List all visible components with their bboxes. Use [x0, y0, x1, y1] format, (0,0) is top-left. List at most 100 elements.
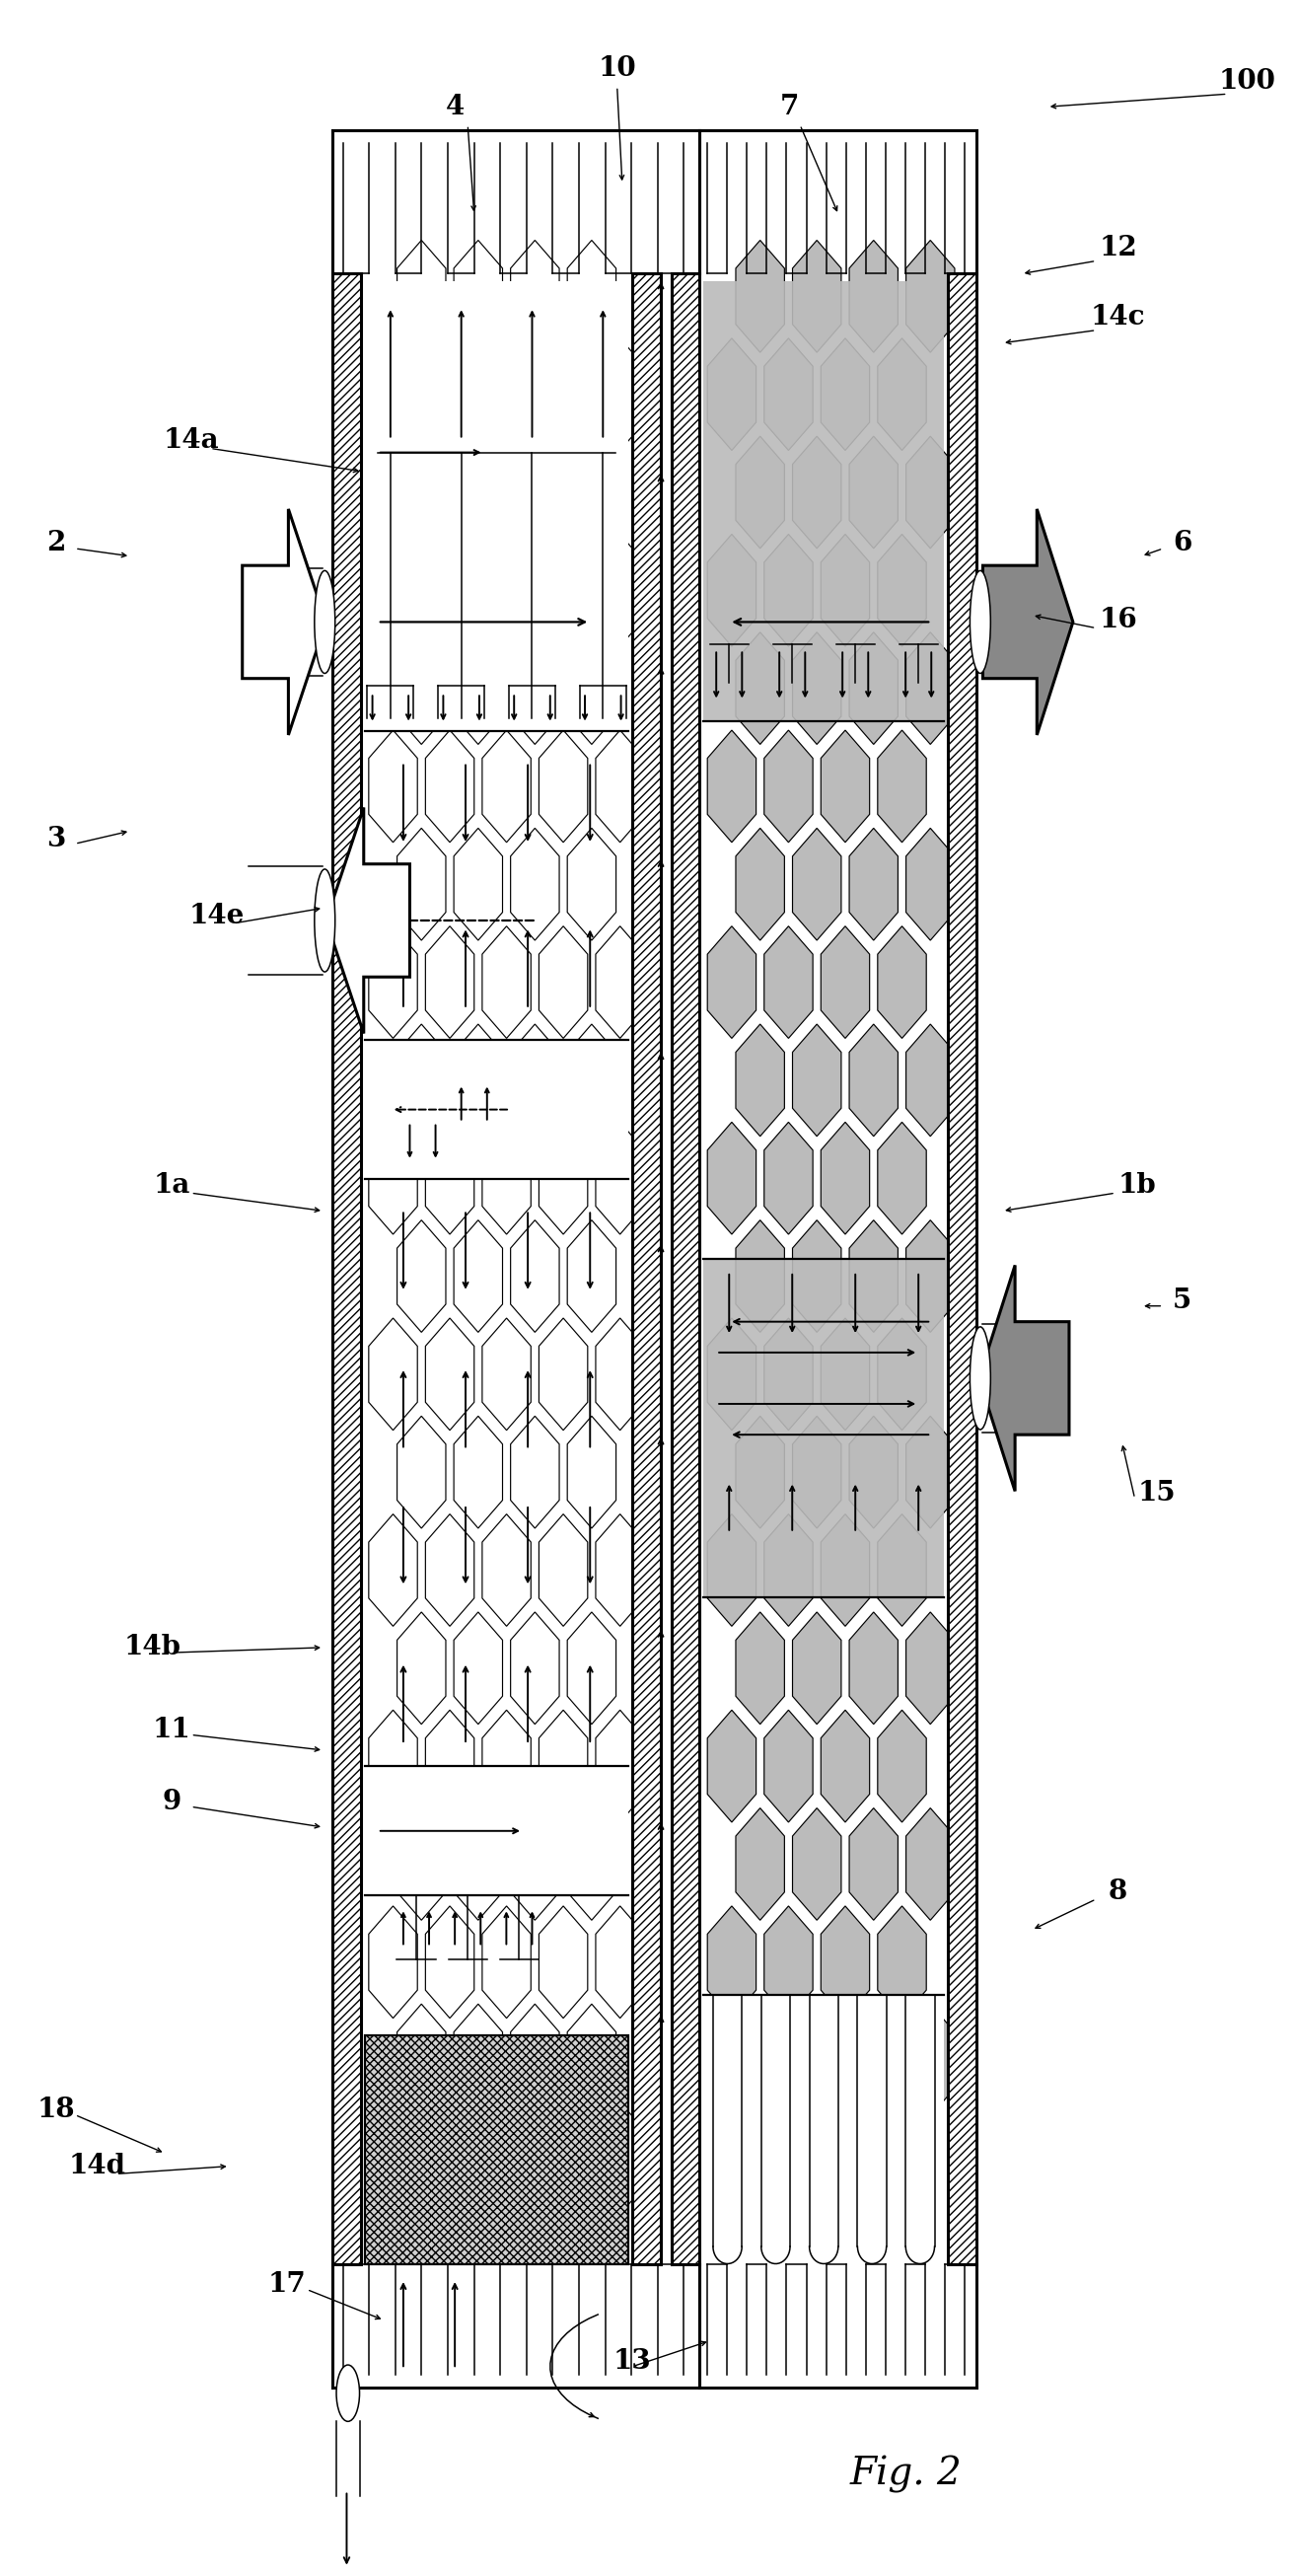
Polygon shape — [793, 2004, 841, 2115]
Polygon shape — [397, 435, 446, 549]
Polygon shape — [425, 729, 474, 842]
Polygon shape — [397, 2004, 446, 2115]
Polygon shape — [849, 827, 898, 940]
Polygon shape — [793, 1417, 841, 1528]
Polygon shape — [849, 435, 898, 549]
Polygon shape — [877, 1123, 927, 1234]
Polygon shape — [568, 1808, 616, 1919]
Polygon shape — [482, 1906, 531, 2017]
Polygon shape — [877, 533, 927, 647]
Text: 16: 16 — [1099, 608, 1137, 634]
Polygon shape — [849, 240, 898, 353]
Bar — [632, 273, 661, 2264]
Polygon shape — [906, 1808, 955, 1919]
Polygon shape — [736, 1221, 784, 1332]
Text: 15: 15 — [1138, 1481, 1175, 1507]
Ellipse shape — [969, 572, 990, 672]
Polygon shape — [708, 729, 756, 842]
Polygon shape — [242, 510, 327, 734]
Text: 1b: 1b — [1118, 1172, 1156, 1198]
Polygon shape — [539, 1906, 587, 2017]
Polygon shape — [877, 1515, 927, 1625]
Text: 7: 7 — [780, 93, 800, 121]
Polygon shape — [793, 1613, 841, 1723]
Polygon shape — [906, 1025, 955, 1136]
Polygon shape — [511, 1613, 560, 1723]
Polygon shape — [849, 1221, 898, 1332]
Polygon shape — [454, 631, 503, 744]
Ellipse shape — [337, 2365, 359, 2421]
Polygon shape — [877, 1319, 927, 1430]
Polygon shape — [765, 729, 813, 842]
Polygon shape — [708, 1906, 756, 2017]
Text: 14d: 14d — [69, 2154, 126, 2179]
Polygon shape — [368, 729, 417, 842]
Polygon shape — [482, 1515, 531, 1625]
Text: 10: 10 — [597, 54, 636, 82]
Polygon shape — [765, 2102, 813, 2215]
Ellipse shape — [315, 868, 336, 971]
Polygon shape — [708, 2102, 756, 2215]
Polygon shape — [793, 1808, 841, 1919]
Polygon shape — [425, 2102, 474, 2215]
Polygon shape — [820, 533, 870, 647]
Ellipse shape — [969, 1327, 990, 1430]
Bar — [364, 1767, 629, 1896]
Polygon shape — [849, 1808, 898, 1919]
Text: 100: 100 — [1218, 67, 1275, 95]
Polygon shape — [708, 1710, 756, 1821]
Polygon shape — [708, 337, 756, 451]
Polygon shape — [849, 1025, 898, 1136]
Ellipse shape — [315, 572, 336, 672]
Polygon shape — [368, 927, 417, 1038]
Polygon shape — [327, 806, 410, 1033]
Bar — [949, 273, 976, 2264]
Polygon shape — [539, 729, 587, 842]
Polygon shape — [906, 1221, 955, 1332]
Polygon shape — [482, 729, 531, 842]
Polygon shape — [765, 1123, 813, 1234]
Bar — [632, 273, 661, 2264]
Polygon shape — [454, 827, 503, 940]
Polygon shape — [906, 435, 955, 549]
Polygon shape — [765, 1906, 813, 2017]
Polygon shape — [368, 2102, 417, 2215]
Polygon shape — [765, 927, 813, 1038]
Text: 5: 5 — [1173, 1288, 1192, 1314]
Polygon shape — [539, 1515, 587, 1625]
Polygon shape — [397, 1808, 446, 1919]
Polygon shape — [765, 1710, 813, 1821]
Bar — [704, 281, 945, 721]
Polygon shape — [820, 1906, 870, 2017]
Polygon shape — [906, 240, 955, 353]
Polygon shape — [736, 2004, 784, 2115]
Text: 14c: 14c — [1091, 304, 1146, 330]
Polygon shape — [454, 1221, 503, 1332]
Polygon shape — [368, 1710, 417, 1821]
Polygon shape — [511, 2004, 560, 2115]
Polygon shape — [596, 1906, 644, 2017]
Polygon shape — [820, 1515, 870, 1625]
Polygon shape — [793, 1025, 841, 1136]
Text: 12: 12 — [1099, 234, 1137, 260]
Polygon shape — [454, 435, 503, 549]
Polygon shape — [511, 240, 560, 353]
Polygon shape — [397, 631, 446, 744]
Polygon shape — [539, 337, 587, 451]
Polygon shape — [397, 1221, 446, 1332]
Text: 18: 18 — [36, 2097, 75, 2123]
Polygon shape — [877, 729, 927, 842]
Bar — [364, 1041, 629, 1180]
Polygon shape — [596, 1515, 644, 1625]
Polygon shape — [849, 631, 898, 744]
Polygon shape — [708, 533, 756, 647]
Polygon shape — [736, 1417, 784, 1528]
Polygon shape — [708, 927, 756, 1038]
Polygon shape — [425, 1710, 474, 1821]
Polygon shape — [765, 337, 813, 451]
Polygon shape — [736, 827, 784, 940]
Polygon shape — [568, 1025, 616, 1136]
Polygon shape — [397, 1613, 446, 1723]
Polygon shape — [849, 2004, 898, 2115]
Polygon shape — [539, 1123, 587, 1234]
